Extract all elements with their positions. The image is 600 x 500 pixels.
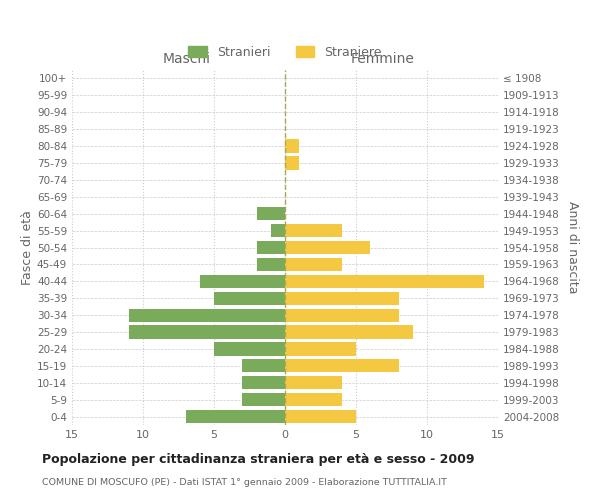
Y-axis label: Fasce di età: Fasce di età xyxy=(21,210,34,285)
Bar xyxy=(285,274,484,288)
Bar xyxy=(129,326,285,338)
Bar xyxy=(285,258,342,271)
Bar xyxy=(285,224,342,237)
Bar xyxy=(257,258,285,271)
Bar xyxy=(257,207,285,220)
Legend: Stranieri, Straniere: Stranieri, Straniere xyxy=(183,40,387,64)
Bar xyxy=(242,359,285,372)
Bar xyxy=(242,376,285,390)
Bar xyxy=(285,342,356,355)
Bar xyxy=(285,156,299,170)
Bar xyxy=(257,241,285,254)
Text: COMUNE DI MOSCUFO (PE) - Dati ISTAT 1° gennaio 2009 - Elaborazione TUTTITALIA.IT: COMUNE DI MOSCUFO (PE) - Dati ISTAT 1° g… xyxy=(42,478,447,487)
Bar xyxy=(285,140,299,152)
Bar xyxy=(285,241,370,254)
Bar xyxy=(185,410,285,423)
Bar xyxy=(285,308,398,322)
Bar xyxy=(200,274,285,288)
Bar xyxy=(242,393,285,406)
Y-axis label: Anni di nascita: Anni di nascita xyxy=(566,201,579,294)
Bar xyxy=(285,410,356,423)
Text: Popolazione per cittadinanza straniera per età e sesso - 2009: Popolazione per cittadinanza straniera p… xyxy=(42,452,475,466)
Bar xyxy=(285,393,342,406)
Bar xyxy=(285,326,413,338)
Bar xyxy=(285,292,398,305)
Bar xyxy=(285,376,342,390)
Bar xyxy=(285,359,398,372)
Bar xyxy=(214,342,285,355)
Bar xyxy=(214,292,285,305)
Text: Maschi: Maschi xyxy=(163,52,211,66)
Text: Femmine: Femmine xyxy=(351,52,415,66)
Bar xyxy=(271,224,285,237)
Bar xyxy=(129,308,285,322)
